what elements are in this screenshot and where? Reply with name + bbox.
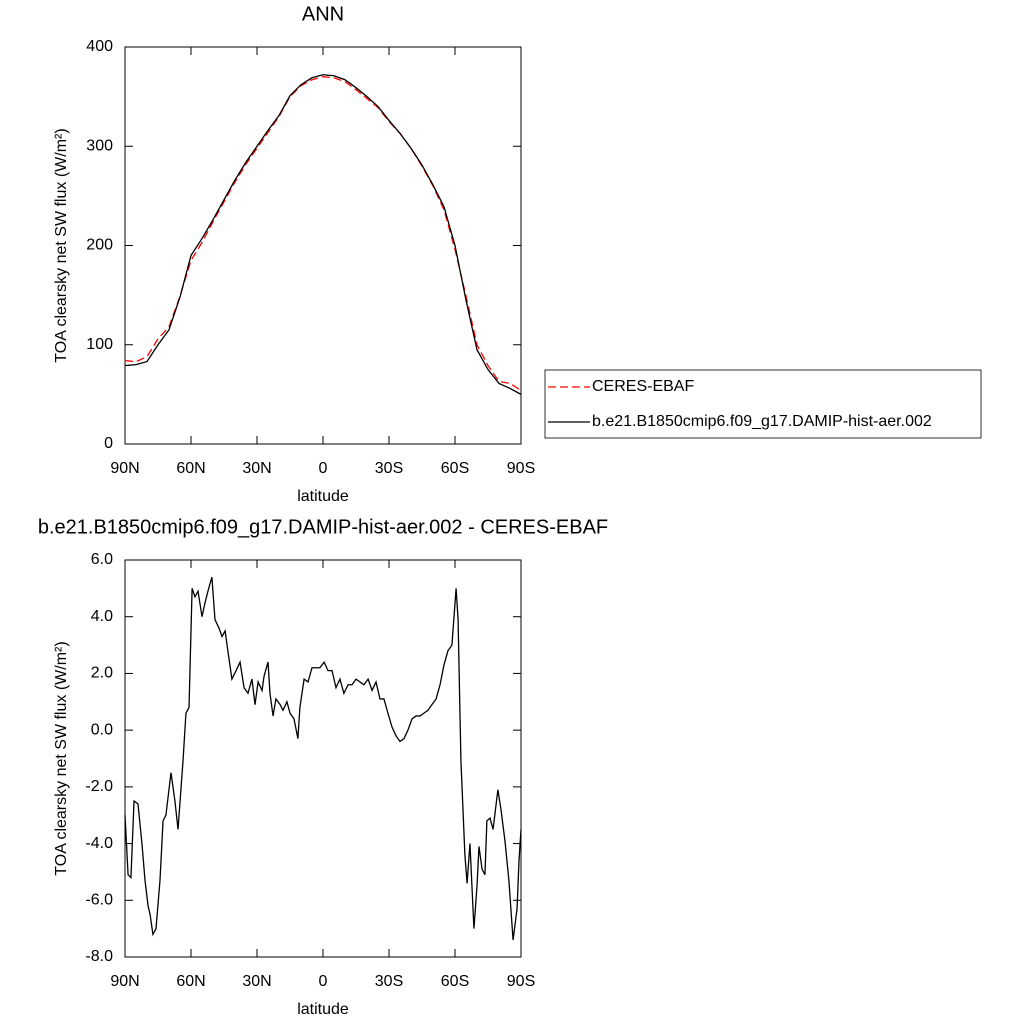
y-tick-label: 6.0 [91, 551, 113, 568]
chart-title: b.e21.B1850cmip6.f09_g17.DAMIP-hist-aer.… [38, 516, 608, 538]
x-tick-label: 30S [375, 460, 403, 477]
data-line [124, 74, 522, 395]
x-tick-label: 30N [242, 973, 271, 990]
y-tick-label: 0 [104, 435, 113, 452]
x-tick-label: 30S [375, 973, 403, 990]
legend-box [544, 369, 982, 439]
x-tick-label: 60S [441, 973, 469, 990]
data-line [124, 576, 522, 941]
legend-label: CERES-EBAF [592, 378, 694, 395]
plot-frame [124, 559, 522, 958]
x-tick-label: 90S [507, 973, 535, 990]
y-tick-label: 400 [86, 38, 113, 55]
chart-title: ANN [302, 3, 344, 25]
y-tick-label: 0.0 [91, 721, 113, 738]
y-tick-label: 4.0 [91, 608, 113, 625]
x-tick-label: 90N [110, 460, 139, 477]
y-tick-label: 100 [86, 336, 113, 353]
x-axis-label: latitude [297, 488, 349, 505]
y-tick-label: 200 [86, 237, 113, 254]
y-axis-label: TOA clearsky net SW flux (W/m²) [53, 128, 70, 362]
x-tick-label: 30N [242, 460, 271, 477]
y-tick-label: 2.0 [91, 665, 113, 682]
x-tick-label: 60N [176, 973, 205, 990]
y-tick-label: 300 [86, 137, 113, 154]
x-tick-label: 90S [507, 460, 535, 477]
y-axis-label: TOA clearsky net SW flux (W/m²) [53, 641, 70, 875]
legend-label: b.e21.B1850cmip6.f09_g17.DAMIP-hist-aer.… [592, 413, 932, 430]
x-tick-label: 60S [441, 460, 469, 477]
x-tick-label: 90N [110, 973, 139, 990]
x-axis-label: latitude [297, 1001, 349, 1018]
data-line [124, 76, 522, 391]
y-tick-label: -2.0 [85, 778, 113, 795]
x-tick-label: 0 [319, 460, 328, 477]
y-tick-label: -8.0 [85, 948, 113, 965]
x-tick-label: 0 [319, 973, 328, 990]
y-tick-label: -4.0 [85, 835, 113, 852]
x-tick-label: 60N [176, 460, 205, 477]
y-tick-label: -6.0 [85, 892, 113, 909]
plot-frame [124, 46, 522, 445]
